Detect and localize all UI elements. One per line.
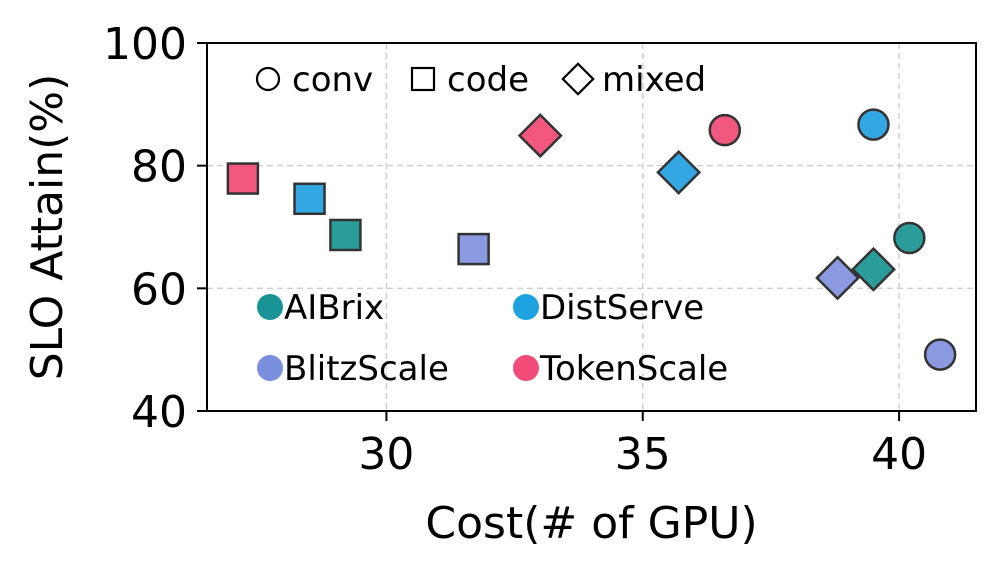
distserve-diamond-point <box>656 149 702 195</box>
x-axis-title: Cost(# of GPU) <box>425 498 757 549</box>
legend-blitzscale-label: BlitzScale <box>284 349 449 389</box>
tokenscale-diamond-point <box>517 113 563 159</box>
aibrix-diamond-point <box>850 246 896 292</box>
y-tick-label: 60 <box>131 264 187 315</box>
blitzscale-circle-point <box>923 338 957 371</box>
x-tick-label: 30 <box>358 429 414 480</box>
blitzscale-square-point <box>457 232 490 266</box>
aibrix-square-point <box>329 218 362 252</box>
x-tick-label: 35 <box>615 429 671 480</box>
x-tick-label: 40 <box>871 429 927 480</box>
legend-conv-label: conv <box>292 60 373 100</box>
plot-frame <box>206 42 977 412</box>
legend-tokenscale-label: TokenScale <box>539 349 728 389</box>
color-legend: AIBrix DistServe BlitzScale TokenScale <box>257 288 728 389</box>
y-tick-label: 40 <box>131 387 187 438</box>
legend-blitzscale-swatch <box>257 355 283 381</box>
blitzscale-diamond-point <box>815 255 861 301</box>
distserve-square-point <box>293 182 326 216</box>
legend-code-label: code <box>447 60 529 100</box>
legend-square-icon <box>410 66 436 92</box>
legend-mixed-label: mixed <box>602 60 706 100</box>
y-tick-label: 80 <box>131 142 187 193</box>
tokenscale-square-point <box>226 162 260 195</box>
legend-tokenscale-swatch <box>513 355 539 381</box>
aibrix-circle-point <box>893 221 926 255</box>
distserve-circle-point <box>857 108 890 141</box>
marker-legend: conv code mixed <box>255 60 706 100</box>
legend-diamond-icon <box>561 62 595 96</box>
y-tick-label: 100 <box>103 19 187 70</box>
legend-distserve-label: DistServe <box>540 288 704 328</box>
axis-ticks: 30 35 40 40 60 80 100 <box>103 19 927 480</box>
legend-aibrix-swatch <box>257 294 283 320</box>
data-points <box>226 108 957 371</box>
y-axis-title: SLO Attain(%) <box>22 74 73 381</box>
legend-circle-icon <box>255 66 281 92</box>
legend-distserve-swatch <box>513 294 539 320</box>
tokenscale-circle-point <box>708 113 742 147</box>
legend-aibrix-label: AIBrix <box>284 288 384 328</box>
